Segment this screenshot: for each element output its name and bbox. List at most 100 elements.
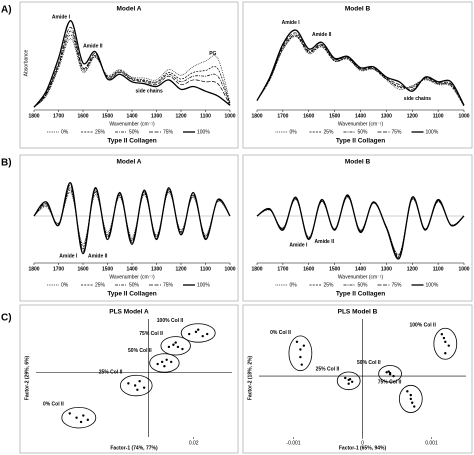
annotation: Amide I bbox=[52, 14, 71, 20]
x-tick-label: 1700 bbox=[53, 113, 64, 119]
panel-frame bbox=[19, 154, 239, 302]
legend-label: 100% bbox=[426, 129, 439, 135]
x-tick-label: 1800 bbox=[251, 266, 262, 272]
legend-label: 100% bbox=[197, 282, 210, 288]
x-axis-label: Wavenumber (cm⁻¹) bbox=[338, 274, 384, 280]
score-point bbox=[156, 362, 159, 366]
y-axis-label: Factor-2 (29%, 6%) bbox=[24, 355, 30, 400]
annotation: Amide II bbox=[88, 253, 108, 259]
legend-label: 50% bbox=[358, 129, 369, 135]
score-point bbox=[348, 377, 352, 381]
spectrum-line bbox=[33, 189, 231, 247]
x-tick-label: 0.02 bbox=[189, 440, 199, 446]
score-point bbox=[138, 380, 141, 383]
x-axis-label: Wavenumber (cm⁻¹) bbox=[109, 274, 155, 280]
legend-label: 75% bbox=[392, 282, 403, 288]
score-point bbox=[299, 355, 302, 359]
x-tick-label: 1400 bbox=[355, 266, 366, 272]
score-point bbox=[410, 401, 414, 404]
score-point bbox=[440, 333, 444, 336]
score-point bbox=[86, 418, 90, 422]
x-tick-label: 1600 bbox=[303, 266, 314, 272]
panel-frame bbox=[242, 154, 473, 302]
annotation: side chains bbox=[136, 89, 163, 95]
cluster-label: 25% Col II bbox=[99, 370, 123, 376]
x-tick-label: 1500 bbox=[329, 113, 340, 119]
spectrum-line bbox=[33, 192, 231, 245]
score-point bbox=[165, 358, 168, 361]
score-point bbox=[392, 374, 395, 378]
x-tick-label: 1000 bbox=[224, 113, 235, 119]
cluster-label: 75% Col II bbox=[139, 331, 163, 337]
legend-label: 25% bbox=[95, 282, 106, 288]
cluster-ellipse bbox=[149, 353, 180, 373]
legend-label: 0% bbox=[290, 129, 298, 135]
score-point bbox=[295, 340, 299, 344]
cluster-ellipse bbox=[336, 371, 361, 391]
spectrum-line bbox=[33, 30, 231, 108]
score-point bbox=[68, 412, 71, 415]
x-tick-label: 1000 bbox=[224, 266, 235, 272]
chart-title: Model B bbox=[345, 159, 371, 166]
panel-label: B) bbox=[1, 158, 12, 169]
panel-frame bbox=[242, 1, 473, 149]
annotation: Amide I bbox=[289, 242, 308, 248]
cluster-ellipse bbox=[180, 323, 216, 343]
legend-label: 75% bbox=[163, 282, 174, 288]
score-point bbox=[302, 344, 306, 347]
score-point bbox=[181, 347, 184, 351]
spectrum-line bbox=[33, 34, 231, 108]
x-tick-label: 1700 bbox=[277, 113, 288, 119]
y-axis-label: Absorbance bbox=[23, 49, 29, 76]
panel-label: C) bbox=[1, 313, 12, 324]
x-tick-label: 1300 bbox=[381, 266, 392, 272]
x-tick-label: 1400 bbox=[126, 113, 137, 119]
score-point bbox=[406, 390, 409, 393]
panel-frame bbox=[19, 304, 239, 454]
score-point bbox=[385, 371, 388, 374]
score-point bbox=[344, 376, 347, 380]
cluster-label: 25% Col II bbox=[316, 366, 340, 372]
legend-label: 75% bbox=[163, 129, 174, 135]
chart-subtitle: Type II Collagen bbox=[336, 138, 385, 145]
score-point bbox=[82, 414, 85, 417]
cluster-label: 75% Col II bbox=[378, 380, 402, 386]
score-point bbox=[172, 343, 175, 346]
annotation: Amide II bbox=[83, 43, 103, 49]
score-point bbox=[347, 382, 350, 385]
legend-label: 50% bbox=[129, 282, 140, 288]
score-point bbox=[75, 416, 78, 419]
x-tick-label: 1600 bbox=[303, 113, 314, 119]
x-tick-label: 1500 bbox=[102, 266, 113, 272]
annotation: Amide I bbox=[59, 253, 78, 259]
score-point bbox=[409, 397, 412, 401]
spectrum-line bbox=[256, 196, 465, 255]
chart-subtitle: Type II Collagen bbox=[107, 291, 156, 298]
x-tick-label: 0.001 bbox=[425, 440, 438, 446]
x-axis-label: Wavenumber (cm⁻¹) bbox=[109, 121, 155, 127]
spectrum-line bbox=[256, 194, 465, 260]
cluster-ellipse bbox=[119, 374, 153, 397]
annotation: Amide II bbox=[312, 32, 332, 38]
cluster-label: 100% Col II bbox=[409, 323, 436, 329]
score-point bbox=[206, 332, 209, 336]
score-point bbox=[176, 345, 180, 349]
chart-subtitle: Type II Collagen bbox=[336, 291, 385, 298]
cluster-label: 0% Col II bbox=[270, 330, 291, 336]
x-tick-label: 1800 bbox=[251, 113, 262, 119]
score-point bbox=[79, 420, 83, 424]
spectrum-line bbox=[256, 196, 465, 256]
annotation: PG bbox=[209, 51, 216, 57]
x-tick-label: 1600 bbox=[77, 113, 88, 119]
x-tick-label: 1500 bbox=[329, 266, 340, 272]
panel-frame bbox=[242, 304, 473, 454]
spectrum-line bbox=[33, 187, 231, 250]
score-point bbox=[136, 388, 139, 391]
panel-frame bbox=[19, 1, 239, 149]
x-tick-label: 0 bbox=[361, 440, 364, 446]
cluster-ellipse bbox=[398, 384, 423, 413]
spectrum-line bbox=[33, 20, 231, 108]
x-tick-label: 1800 bbox=[28, 266, 39, 272]
x-tick-label: 1700 bbox=[277, 266, 288, 272]
